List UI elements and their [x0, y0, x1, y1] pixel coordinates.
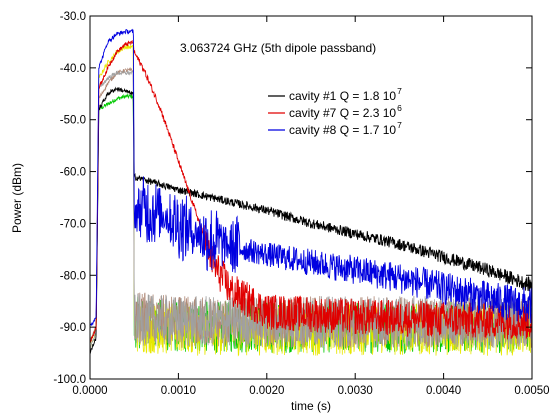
legend-entry: cavity #7 Q = 2.3 106	[289, 103, 402, 120]
series-line-2	[90, 39, 532, 345]
x-axis-label: time (s)	[291, 399, 331, 413]
x-tick-label: 0.0010	[161, 385, 196, 397]
data-traces	[90, 28, 532, 357]
axis-ticks: 0.0000 0.0010 0.0020 0.0030 0.0040 0.0050 -100…	[53, 11, 549, 397]
legend-entry: cavity #1 Q = 1.8 107	[289, 86, 402, 103]
legend-exponent: 7	[397, 86, 402, 96]
x-tick-label: 0.0040	[426, 385, 461, 397]
x-tick-label: 0.0030	[338, 385, 373, 397]
y-tick-label: -70.0	[60, 218, 86, 230]
y-tick-label: -60.0	[60, 167, 86, 179]
y-tick-label: -40.0	[60, 63, 86, 75]
x-tick-label: 0.0050	[514, 385, 549, 397]
legend-exponent: 6	[397, 103, 402, 113]
x-tick-label: 0.0000	[72, 385, 107, 397]
plot-frame	[89, 15, 533, 380]
legend-entry: cavity #8 Q = 1.7 107	[289, 120, 402, 137]
legend-exponent: 7	[397, 120, 402, 130]
y-tick-label: -50.0	[60, 115, 86, 127]
series-line-1	[90, 86, 532, 354]
y-tick-label: -90.0	[60, 322, 86, 334]
x-tick-label: 0.0020	[249, 385, 284, 397]
y-tick-label: -30.0	[60, 11, 86, 23]
y-axis-label: Power (dBm)	[10, 163, 24, 233]
noise-trace	[90, 66, 532, 348]
annotation-text: 3.063724 GHz (5th dipole passband)	[180, 41, 376, 55]
y-tick-label: -80.0	[60, 270, 86, 282]
y-tick-label: -100.0	[53, 374, 86, 386]
series-line-3	[90, 28, 532, 326]
